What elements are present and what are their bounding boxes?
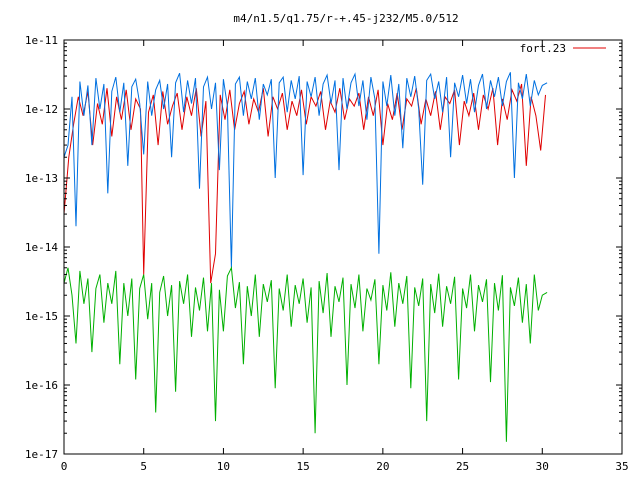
y-tick-label: 1e-16 bbox=[25, 379, 58, 392]
legend-label-fort-23: fort.23 bbox=[520, 42, 566, 55]
x-tick-label: 10 bbox=[217, 460, 230, 473]
series-line-1 bbox=[63, 83, 546, 284]
x-tick-label: 15 bbox=[297, 460, 310, 473]
series-line-2 bbox=[63, 72, 548, 268]
x-tick-label: 25 bbox=[456, 460, 469, 473]
y-tick-label: 1e-17 bbox=[25, 448, 58, 461]
x-tick-label: 35 bbox=[615, 460, 628, 473]
x-tick-label: 5 bbox=[140, 460, 147, 473]
x-tick-label: 30 bbox=[536, 460, 549, 473]
x-tick-label: 0 bbox=[61, 460, 68, 473]
chart-title: m4/n1.5/q1.75/r-+.45-j232/M5.0/512 bbox=[233, 12, 458, 25]
y-tick-label: 1e-14 bbox=[25, 241, 58, 254]
y-tick-label: 1e-15 bbox=[25, 310, 58, 323]
y-tick-label: 1e-11 bbox=[25, 34, 58, 47]
series-layer bbox=[63, 72, 548, 442]
axis-layer: 0 5 10 15 20 25 30 35 1e-17 1e-16 1e-15 1e-14 1e-13 1… bbox=[25, 34, 629, 473]
y-tick-label: 1e-13 bbox=[25, 172, 58, 185]
series-line-3 bbox=[63, 265, 548, 442]
y-tick-label: 1e-12 bbox=[25, 103, 58, 116]
legend: fort.23 bbox=[520, 42, 606, 55]
x-tick-label: 20 bbox=[376, 460, 389, 473]
